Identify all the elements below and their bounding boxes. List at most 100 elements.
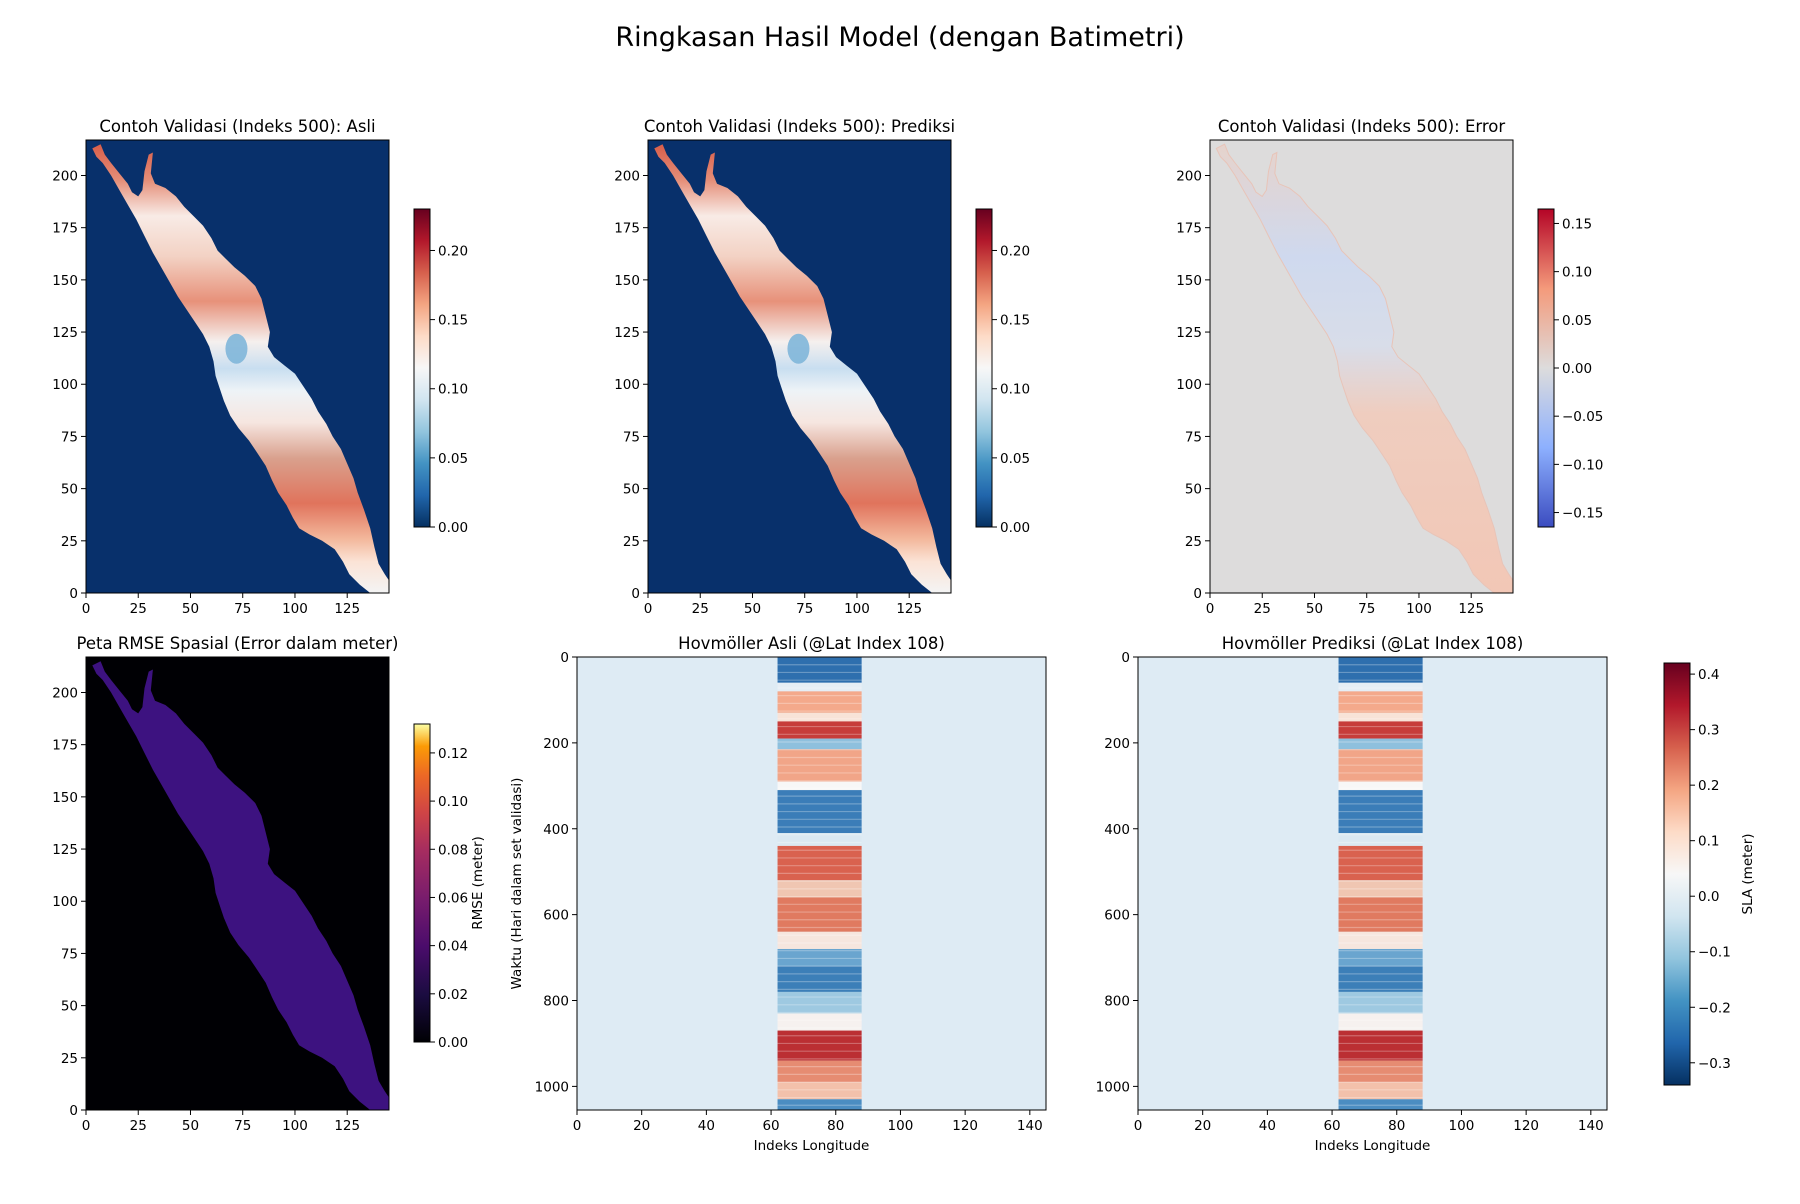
y-tick-label: 200 — [1104, 736, 1130, 752]
x-tick-label: 50 — [182, 1118, 199, 1134]
colorbar-tick-label: 0.10 — [438, 794, 468, 810]
panel-asli: Contoh Validasi (Indeks 500): Asli 0 25 50 7… — [52, 117, 468, 617]
colorbar-tick-label: 0.10 — [1562, 265, 1592, 281]
colorbar-tick-label: −0.2 — [1698, 1000, 1731, 1016]
x-tick-label: 0 — [573, 1118, 582, 1134]
y-tick-label: 50 — [1185, 482, 1202, 498]
y-axis-label: Waktu (Hari dalam set validasi) — [509, 778, 525, 990]
time-band — [1338, 948, 1423, 967]
x-tick-label: 140 — [1017, 1118, 1043, 1134]
colorbar-tick-label: 0.00 — [438, 1035, 468, 1051]
x-tick-label: 80 — [1388, 1118, 1405, 1134]
y-tick-label: 0 — [1121, 650, 1130, 666]
y-tick-label: 100 — [1176, 377, 1202, 393]
axes-frame — [1137, 656, 1608, 1111]
x-tick-label: 0 — [82, 1118, 91, 1134]
panel-title: Contoh Validasi (Indeks 500): Error — [1218, 117, 1506, 136]
colorbar-label: RMSE (meter) — [470, 836, 486, 930]
panel-title: Hovmöller Asli (@Lat Index 108) — [678, 634, 945, 653]
time-band — [1338, 845, 1423, 881]
colorbar-tick-label: −0.1 — [1698, 945, 1731, 961]
y-tick-label: 100 — [614, 377, 640, 393]
axes-frame — [85, 656, 390, 1111]
y-tick-label: 150 — [1176, 273, 1202, 289]
y-tick-label: 25 — [61, 1051, 78, 1067]
panel-title: Contoh Validasi (Indeks 500): Asli — [99, 117, 375, 136]
x-tick-label: 75 — [234, 601, 251, 617]
y-tick-label: 400 — [1104, 822, 1130, 838]
x-tick-label: 40 — [698, 1118, 715, 1134]
colorbar-tick-label: 0.02 — [438, 987, 468, 1003]
x-axis-label: Indeks Longitude — [754, 1138, 870, 1154]
y-tick-label: 175 — [614, 221, 640, 237]
colorbar-tick-label: 0.10 — [438, 382, 468, 398]
panel-title: Contoh Validasi (Indeks 500): Prediksi — [644, 117, 955, 136]
colorbar-tick-label: −0.3 — [1698, 1056, 1731, 1072]
panel-rmse: Peta RMSE Spasial (Error dalam meter) 0 25… — [52, 634, 486, 1134]
y-tick-label: 0 — [69, 586, 78, 602]
x-tick-label: 100 — [1406, 601, 1432, 617]
time-band — [1338, 1060, 1423, 1083]
time-band — [1338, 880, 1423, 898]
eddy-spot — [787, 333, 810, 364]
y-tick-label: 0 — [1193, 586, 1202, 602]
colorbar-tick-label: 0.05 — [1562, 313, 1592, 329]
time-band — [777, 657, 862, 683]
colorbar-tick-label: 0.05 — [1000, 451, 1030, 467]
time-band — [777, 833, 862, 846]
time-band — [1338, 790, 1423, 834]
panel-error: Contoh Validasi (Indeks 500): Error 0 25 50… — [1176, 117, 1603, 617]
colorbar-tick-label: 0.3 — [1698, 723, 1719, 739]
x-tick-label: 60 — [762, 1118, 779, 1134]
y-tick-label: 25 — [623, 534, 640, 550]
x-tick-label: 0 — [82, 601, 91, 617]
colorbar-tick-label: 0.20 — [438, 243, 468, 259]
basin-field — [92, 144, 390, 593]
basin-field — [92, 661, 390, 1110]
time-band — [1338, 738, 1423, 750]
time-band — [1338, 966, 1423, 992]
axes-frame — [85, 139, 390, 594]
hovmoller-stripe — [1338, 656, 1423, 1110]
time-band — [1338, 833, 1423, 846]
panel-title: Peta RMSE Spasial (Error dalam meter) — [77, 634, 399, 653]
x-tick-label: 25 — [1254, 601, 1271, 617]
eddy-spot — [225, 333, 248, 364]
time-band — [777, 897, 862, 932]
y-tick-label: 50 — [623, 482, 640, 498]
time-band — [1338, 897, 1423, 932]
colorbar-tick-label: 0.15 — [1562, 216, 1592, 232]
colorbar-tick-label: 0.15 — [1000, 313, 1030, 329]
y-tick-label: 25 — [1185, 534, 1202, 550]
time-band — [777, 1082, 862, 1100]
axes-frame — [576, 656, 1047, 1111]
time-band — [1338, 781, 1423, 791]
time-band — [777, 1060, 862, 1083]
y-tick-label: 125 — [1176, 325, 1202, 341]
colorbar — [975, 208, 993, 528]
y-tick-label: 175 — [1176, 221, 1202, 237]
time-band — [1338, 682, 1423, 692]
x-axis-label: Indeks Longitude — [1315, 1138, 1431, 1154]
y-tick-label: 50 — [61, 999, 78, 1015]
time-band — [1338, 1082, 1423, 1100]
y-tick-label: 200 — [543, 736, 569, 752]
y-tick-label: 200 — [52, 168, 78, 184]
time-band — [777, 966, 862, 992]
x-tick-label: 125 — [334, 1118, 360, 1134]
time-band — [1338, 657, 1423, 683]
colorbar-tick-label: 0.15 — [438, 313, 468, 329]
y-tick-label: 200 — [52, 685, 78, 701]
time-band — [777, 790, 862, 834]
time-band — [1338, 721, 1423, 739]
y-tick-label: 75 — [61, 429, 78, 445]
colorbar-tick-label: 0.1 — [1698, 834, 1719, 850]
colorbar — [413, 723, 431, 1043]
x-tick-label: 75 — [796, 601, 813, 617]
y-tick-label: 175 — [52, 221, 78, 237]
time-band — [1338, 712, 1423, 722]
y-tick-label: 125 — [52, 842, 78, 858]
colorbar-tick-label: −0.15 — [1562, 506, 1603, 522]
x-tick-label: 120 — [952, 1118, 978, 1134]
panel-hovmoller-prediksi: Hovmöller Prediksi (@Lat Index 108) Indek… — [1096, 634, 1756, 1154]
